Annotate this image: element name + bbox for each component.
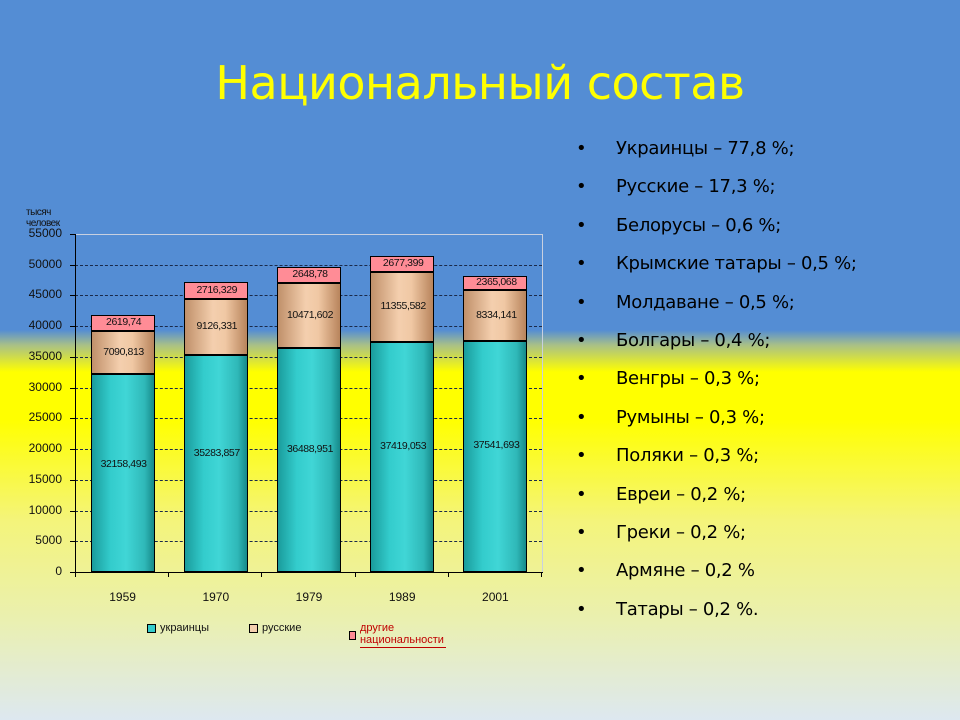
x-tick-mark xyxy=(168,572,170,577)
bar-segment-russians: 8334,141 xyxy=(463,290,528,342)
y-tick-mark xyxy=(70,264,76,266)
legend-swatch-ukrainians xyxy=(147,623,156,633)
y-tick-label: 45000 xyxy=(28,287,62,302)
y-tick-mark xyxy=(70,418,76,420)
list-item: Армяне – 0,2 % xyxy=(576,557,857,595)
y-tick-label: 30000 xyxy=(28,379,62,394)
bar-segment-others: 2648,78 xyxy=(277,267,341,284)
legend-item-russians: русские xyxy=(249,622,301,634)
list-item: Татары – 0,2 %. xyxy=(576,596,857,634)
data-label: 8334,141 xyxy=(476,308,517,321)
data-label: 35283,857 xyxy=(193,447,240,460)
y-axis xyxy=(75,234,76,572)
y-tick-mark xyxy=(70,479,76,481)
y-tick-mark xyxy=(70,541,76,543)
x-tick-label: 1970 xyxy=(202,590,230,604)
bar-segment-ukrainians: 32158,493 xyxy=(90,374,155,572)
data-label: 10471,602 xyxy=(286,308,334,321)
slide-title: Национальный состав xyxy=(215,56,745,110)
legend-swatch-russians xyxy=(249,623,258,633)
bar-segment-others: 2365,068 xyxy=(463,275,528,291)
x-tick-mark xyxy=(354,572,356,577)
list-item: Евреи – 0,2 %; xyxy=(576,481,857,519)
y-tick-label: 20000 xyxy=(28,441,62,456)
bar-segment-russians: 9126,331 xyxy=(183,299,248,356)
bar-segment-ukrainians: 37419,053 xyxy=(370,342,435,572)
data-label: 2716,329 xyxy=(196,283,238,296)
y-axis-label: тысяч человек xyxy=(26,207,60,229)
list-item: Венгры – 0,3 %; xyxy=(576,365,857,403)
x-tick-mark xyxy=(541,572,542,577)
y-tick-label: 0 xyxy=(55,564,62,578)
gridline xyxy=(70,264,542,266)
data-label: 32158,493 xyxy=(100,458,147,471)
list-item: Болгары – 0,4 %; xyxy=(576,327,857,365)
y-tick-mark xyxy=(70,449,76,451)
bar-segment-others: 2677,399 xyxy=(370,255,435,273)
bar-segment-others: 2619,74 xyxy=(90,314,155,331)
x-tick-label: 1979 xyxy=(295,590,323,604)
bar-segment-russians: 11355,582 xyxy=(370,272,435,343)
x-tick-label: 2001 xyxy=(482,590,509,604)
y-tick-label: 25000 xyxy=(28,410,62,425)
bar-segment-ukrainians: 35283,857 xyxy=(183,355,248,572)
y-tick-label: 40000 xyxy=(28,318,62,333)
y-tick-label: 35000 xyxy=(28,348,62,363)
y-tick-label: 5000 xyxy=(35,533,62,548)
x-tick-label: 1959 xyxy=(109,590,136,604)
data-label: 2648,78 xyxy=(292,268,328,281)
y-tick-mark xyxy=(70,387,76,389)
list-item: Румыны – 0,3 %; xyxy=(576,404,857,442)
data-label: 7090,813 xyxy=(103,345,144,358)
data-label: 36488,951 xyxy=(286,442,334,455)
y-tick-mark xyxy=(70,572,76,573)
bar-segment-russians: 7090,813 xyxy=(90,330,155,375)
data-label: 37541,693 xyxy=(473,439,520,452)
data-label: 37419,053 xyxy=(380,439,427,452)
data-label: 2619,74 xyxy=(106,315,142,328)
data-label: 11355,582 xyxy=(380,300,427,313)
y-tick-label: 15000 xyxy=(28,471,62,486)
list-item: Белорусы – 0,6 %; xyxy=(576,212,857,250)
bar-segment-others: 2716,329 xyxy=(183,282,248,300)
list-item: Греки – 0,2 %; xyxy=(576,519,857,557)
legend-item-others: другие национальности xyxy=(349,622,446,648)
y-tick-mark xyxy=(70,510,76,512)
y-tick-mark xyxy=(70,356,76,358)
y-tick-label: 55000 xyxy=(28,226,62,240)
list-item: Украинцы – 77,8 %; xyxy=(576,135,857,173)
bar-segment-ukrainians: 36488,951 xyxy=(277,347,341,572)
y-tick-mark xyxy=(70,326,76,328)
data-label: 2677,399 xyxy=(382,257,424,270)
x-tick-mark xyxy=(447,572,449,577)
list-item: Поляки – 0,3 %; xyxy=(576,442,857,480)
nationality-list: Украинцы – 77,8 %; Русские – 17,3 %; Бел… xyxy=(576,135,857,634)
x-tick-label: 1989 xyxy=(388,590,416,604)
x-axis xyxy=(75,572,543,573)
y-tick-label: 50000 xyxy=(28,256,62,271)
legend-item-ukrainians: украинцы xyxy=(147,622,209,634)
plot-area xyxy=(76,234,543,573)
x-tick-mark xyxy=(75,572,76,577)
data-label: 9126,331 xyxy=(196,320,238,333)
y-tick-label: 10000 xyxy=(28,502,62,517)
y-tick-mark xyxy=(70,234,76,235)
list-item: Русские – 17,3 %; xyxy=(576,173,857,211)
bar-segment-russians: 10471,602 xyxy=(277,283,341,348)
list-item: Крымские татары – 0,5 %; xyxy=(576,250,857,288)
legend-swatch-others xyxy=(349,630,356,640)
bar-segment-ukrainians: 37541,693 xyxy=(463,341,528,572)
x-tick-mark xyxy=(261,572,263,577)
data-label: 2365,068 xyxy=(476,275,517,288)
list-item: Молдаване – 0,5 %; xyxy=(576,289,857,327)
y-tick-mark xyxy=(70,295,76,297)
